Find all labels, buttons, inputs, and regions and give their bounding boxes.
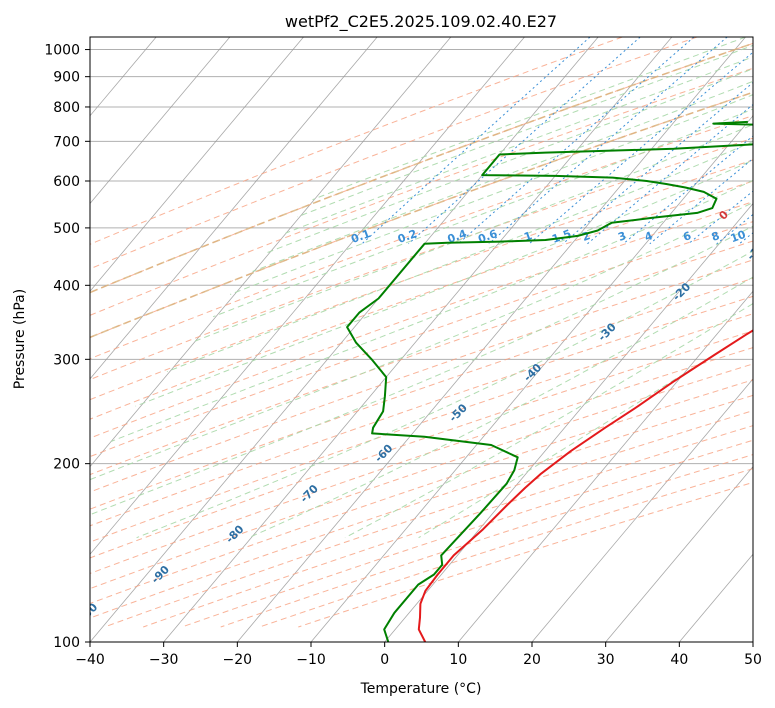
- dry-adiabat-14: [90, 295, 753, 527]
- dry-adiabat-8: [90, 180, 753, 420]
- isotherm-line-17: [605, 465, 753, 642]
- moist-adiabat-8: [166, 141, 753, 373]
- isotherm-line-19: [752, 641, 753, 642]
- mixing-ratio-line-0: [361, 37, 591, 245]
- x-tick-label: 40: [670, 652, 688, 668]
- background-lines: [0, 37, 775, 642]
- moist-adiabat-10: [110, 179, 753, 442]
- mixing-ratio-line-6: [587, 103, 753, 245]
- isotherm-line-8: [90, 37, 452, 468]
- x-tick-label: 30: [597, 652, 615, 668]
- dry-adiabat-18: [90, 363, 753, 590]
- dry-adiabat-17: [90, 347, 753, 574]
- cold-adiabat-label: -100: [72, 600, 101, 629]
- moist-adiabat-2: [285, 56, 753, 234]
- y-tick-label: 300: [53, 352, 80, 368]
- mixing-ratio-label: 0.2: [396, 227, 419, 246]
- y-tick-label: 1000: [44, 43, 80, 59]
- x-tick-label: 50: [744, 652, 762, 668]
- y-tick-label: 200: [53, 457, 80, 473]
- isotherm-line-5: [90, 37, 231, 205]
- mixing-ratio-label: 8: [710, 229, 722, 244]
- y-tick-label: 900: [53, 70, 80, 86]
- x-tick-label: −30: [149, 652, 179, 668]
- plot-area: [90, 37, 753, 642]
- dry-adiabat-12: [90, 259, 753, 493]
- moist-adiabat-0: [312, 37, 746, 201]
- reference-adiabat-0: [90, 42, 753, 294]
- mixing-ratio-label: 6: [681, 229, 693, 244]
- profile-lines: [346, 120, 753, 642]
- moist-adiabat-5: [230, 94, 753, 295]
- mixing-ratio-label: 13: [756, 228, 775, 245]
- mixing-ratio-line-12: [766, 37, 775, 244]
- y-tick-label: 700: [53, 134, 80, 150]
- plot-frame: [89, 36, 754, 643]
- isotherm-line-11: [163, 37, 673, 642]
- isotherm-line-9: [90, 37, 525, 555]
- mixing-ratio-line-8: [649, 157, 753, 245]
- moist-adiabat-9: [135, 159, 753, 407]
- y-axis: 100 200 300 400 500 600 700 800 900 1000: [44, 43, 90, 651]
- dry-adiabat-15: [90, 313, 753, 543]
- mixing-ratio-label: 4: [643, 229, 655, 244]
- dry-adiabat-9: [90, 201, 753, 439]
- mixing-ratio-label: 3: [616, 229, 628, 244]
- moist-adiabat-3: [266, 68, 753, 254]
- dry-adiabat-0: [90, 37, 623, 245]
- dry-adiabat-1: [90, 37, 698, 270]
- chart-title: wetPf2_C2E5.2025.109.02.40.E27: [285, 12, 557, 32]
- isotherm-line-6: [90, 37, 304, 292]
- isotherm-line-10: [90, 37, 599, 642]
- mixing-ratio-label: 10: [729, 228, 748, 246]
- moist-adiabat-1: [297, 44, 753, 218]
- mixing-ratio-label: 0.4: [446, 227, 469, 246]
- x-tick-label: 0: [380, 652, 389, 668]
- x-tick-label: −40: [75, 652, 105, 668]
- mixing-ratio-line-1: [408, 37, 641, 245]
- mixing-ratio-label: 1: [522, 229, 534, 244]
- x-tick-label: 10: [449, 652, 467, 668]
- y-tick-label: 400: [53, 278, 80, 294]
- mixing-ratio-label: 2: [580, 229, 592, 244]
- dry-adiabat-3: [90, 67, 753, 316]
- isotherm-line-12: [237, 37, 746, 642]
- x-axis: −40 −30 −20 −10 0 10 20 30 40 50: [75, 642, 762, 668]
- profile-series-0: [417, 329, 753, 642]
- reference-adiabat-1: [90, 91, 753, 339]
- x-tick-label: −20: [223, 652, 253, 668]
- moist-adiabat-4: [252, 80, 753, 272]
- mixing-ratio-label: 0.1: [349, 227, 372, 246]
- dry-adiabat-5: [90, 115, 753, 360]
- isotherm-line-15: [458, 290, 753, 642]
- dry-adiabat-2: [90, 42, 753, 294]
- y-tick-label: 800: [53, 100, 80, 116]
- profile-series-1: [346, 120, 753, 642]
- isotherm-line-2: [0, 37, 9, 642]
- x-tick-label: −10: [296, 652, 326, 668]
- mixing-ratio-label: 1.5: [550, 227, 573, 246]
- x-tick-label: 20: [523, 652, 541, 668]
- dry-adiabat-11: [90, 240, 753, 476]
- y-tick-label: 100: [53, 635, 80, 651]
- y-tick-label: 500: [53, 221, 80, 237]
- moist-adiabat-12: [90, 225, 753, 516]
- x-axis-label: Temperature (°C): [360, 681, 482, 697]
- isotherm-line-7: [90, 37, 378, 380]
- isotherm-line-16: [531, 378, 753, 642]
- mixing-ratio-line-5: [562, 81, 753, 245]
- cold-adiabat-label: -10: [744, 240, 767, 263]
- y-tick-label: 600: [53, 174, 80, 190]
- mixing-ratio-line-2: [457, 37, 695, 245]
- y-axis-label: Pressure (hPa): [12, 289, 28, 389]
